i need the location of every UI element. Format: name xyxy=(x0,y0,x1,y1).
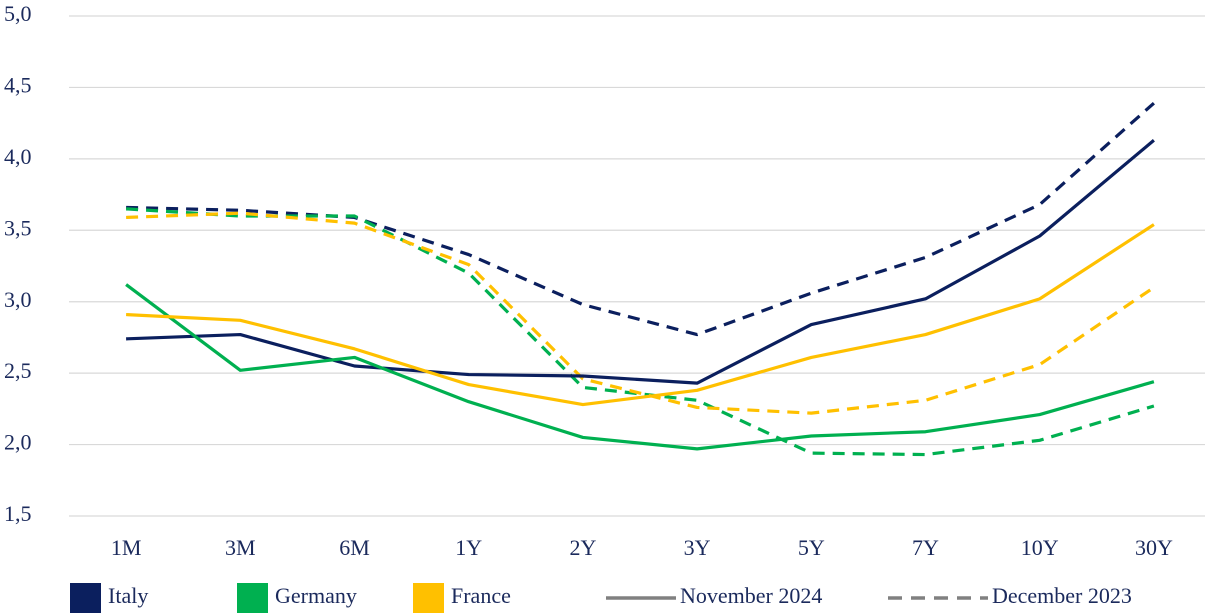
legend-label: November 2024 xyxy=(680,583,822,608)
y-tick-label: 5,0 xyxy=(4,1,32,26)
y-tick-label: 4,0 xyxy=(4,144,32,169)
x-tick-label: 1Y xyxy=(455,535,482,560)
x-tick-label: 3M xyxy=(225,535,256,560)
x-tick-label: 3Y xyxy=(684,535,711,560)
line-series xyxy=(126,101,1155,337)
y-tick-label: 2,0 xyxy=(4,430,32,455)
y-tick-label: 4,5 xyxy=(4,72,32,97)
legend-label: Italy xyxy=(108,583,148,608)
y-tick-label: 3,0 xyxy=(4,287,32,312)
line-series xyxy=(126,207,1155,457)
y-tick-label: 3,5 xyxy=(4,215,32,240)
line-series xyxy=(126,139,1155,385)
legend-label: France xyxy=(451,583,511,608)
x-tick-label: 2Y xyxy=(569,535,596,560)
line-series xyxy=(126,211,1155,415)
x-tick-label: 5Y xyxy=(798,535,825,560)
line-series xyxy=(126,223,1155,407)
x-tick-label: 6M xyxy=(339,535,370,560)
x-tick-label: 30Y xyxy=(1135,535,1173,560)
x-tick-label: 1M xyxy=(111,535,142,560)
y-tick-label: 1,5 xyxy=(4,501,32,526)
legend-label: Germany xyxy=(275,583,357,608)
legend-swatch xyxy=(237,583,268,613)
y-tick-label: 2,5 xyxy=(4,358,32,383)
legend-label: December 2023 xyxy=(992,583,1132,608)
x-tick-label: 7Y xyxy=(912,535,939,560)
legend-swatch xyxy=(70,583,101,613)
legend-swatch xyxy=(413,583,444,613)
x-tick-label: 10Y xyxy=(1021,535,1059,560)
line-series xyxy=(125,283,1155,451)
